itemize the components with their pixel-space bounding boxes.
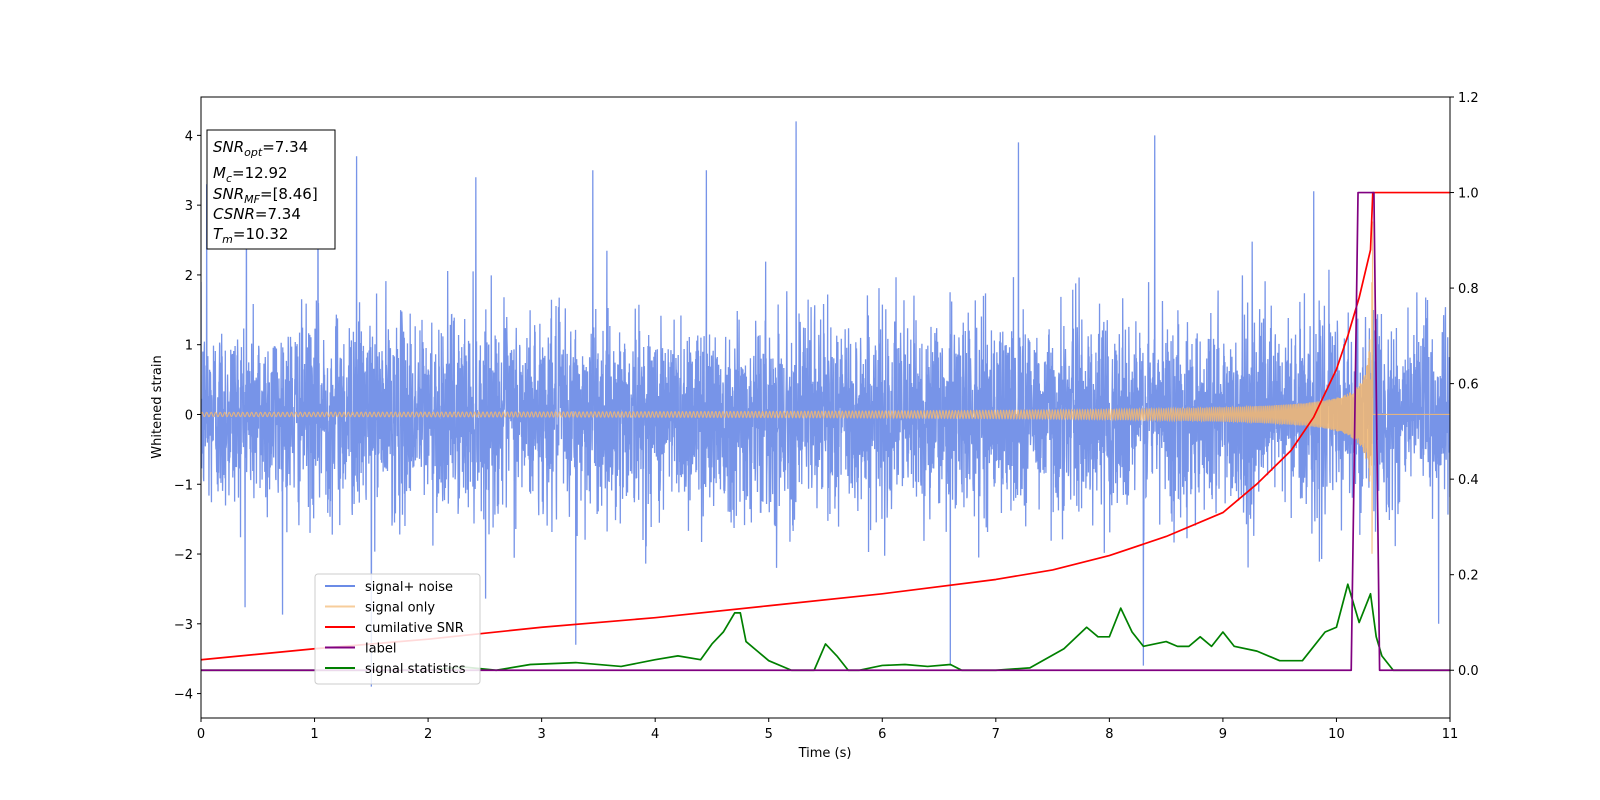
legend-label: signal+ noise <box>365 580 453 595</box>
x-axis: 0 1 2 3 4 5 6 7 8 9 10 11 <box>197 718 1458 742</box>
y-tick-label: 4 <box>185 129 193 144</box>
x-tick-label: 6 <box>878 727 886 742</box>
info-line: SNRMF=[8.46] <box>213 185 318 206</box>
info-subscript: m <box>222 233 233 246</box>
x-tick-label: 8 <box>1105 727 1113 742</box>
info-symbol: T <box>213 225 224 243</box>
series-layer <box>201 121 1450 687</box>
info-value: =7.34 <box>262 138 308 156</box>
legend-label: label <box>365 642 396 657</box>
y-tick-label: −3 <box>174 618 193 633</box>
series-signal-noise <box>201 121 1450 687</box>
x-tick-label: 2 <box>424 727 432 742</box>
series-cumulative-snr <box>201 191 1450 661</box>
info-symbol: SNR <box>213 185 244 203</box>
y-axis-left: −4 −3 −2 −1 0 1 2 3 4 <box>174 129 201 703</box>
y-tick-label: −4 <box>174 688 193 703</box>
y-tick-label: 3 <box>185 199 193 214</box>
info-line: CSNR=7.34 <box>213 205 301 223</box>
info-line: SNRopt=7.34 <box>213 138 308 159</box>
x-tick-label: 3 <box>537 727 545 742</box>
info-subscript: opt <box>244 146 263 159</box>
y2-tick-label: 0.0 <box>1458 664 1479 679</box>
info-symbol: CSNR <box>213 205 255 223</box>
info-value: =12.92 <box>232 164 288 182</box>
y2-tick-label: 0.2 <box>1458 569 1479 584</box>
info-value: =[8.46] <box>260 185 318 203</box>
info-value: =7.34 <box>255 205 301 223</box>
plot-frame <box>200 96 1451 719</box>
x-tick-label: 7 <box>992 727 1000 742</box>
y-axis-label: Whitened strain <box>150 355 165 458</box>
y-tick-label: −2 <box>174 548 193 563</box>
y2-tick-label: 0.4 <box>1458 473 1479 488</box>
x-tick-label: 5 <box>765 727 773 742</box>
series-label <box>201 191 1450 672</box>
info-subscript: MF <box>244 193 260 206</box>
x-tick-label: 0 <box>197 727 205 742</box>
info-symbol: M <box>213 164 226 182</box>
x-tick-label: 4 <box>651 727 659 742</box>
info-line: Mc=12.92 <box>213 164 288 185</box>
info-subscript: c <box>226 172 232 185</box>
x-tick-label: 11 <box>1442 727 1459 742</box>
y-axis-right: 0.0 0.2 0.4 0.6 0.8 1.0 1.2 <box>1450 91 1479 679</box>
y-tick-label: 1 <box>185 339 193 354</box>
y-tick-label: 2 <box>185 269 193 284</box>
legend-label: signal statistics <box>365 662 466 677</box>
x-axis-label: Time (s) <box>798 746 852 761</box>
y2-tick-label: 0.8 <box>1458 282 1479 297</box>
y2-tick-label: 0.6 <box>1458 378 1479 393</box>
x-tick-label: 10 <box>1328 727 1345 742</box>
series-signal-only <box>201 221 1450 554</box>
info-line: Tm=10.32 <box>213 225 288 246</box>
y2-tick-label: 1.0 <box>1458 187 1479 202</box>
y-tick-label: 0 <box>185 408 193 423</box>
legend-frame <box>314 573 481 685</box>
info-box-frame <box>206 129 336 250</box>
info-symbol: SNR <box>213 138 244 156</box>
legend-label: cumilative SNR <box>365 621 464 636</box>
info-box: SNRopt=7.34Mc=12.92SNRMF=[8.46]CSNR=7.34… <box>206 129 336 250</box>
legend-label: signal only <box>365 601 435 616</box>
x-tick-label: 9 <box>1219 727 1227 742</box>
info-value: =10.32 <box>233 225 289 243</box>
y2-tick-label: 1.2 <box>1458 91 1479 106</box>
y-tick-label: −1 <box>174 478 193 493</box>
legend: signal+ noise signal only cumilative SNR la… <box>314 573 481 685</box>
x-tick-label: 1 <box>310 727 318 742</box>
